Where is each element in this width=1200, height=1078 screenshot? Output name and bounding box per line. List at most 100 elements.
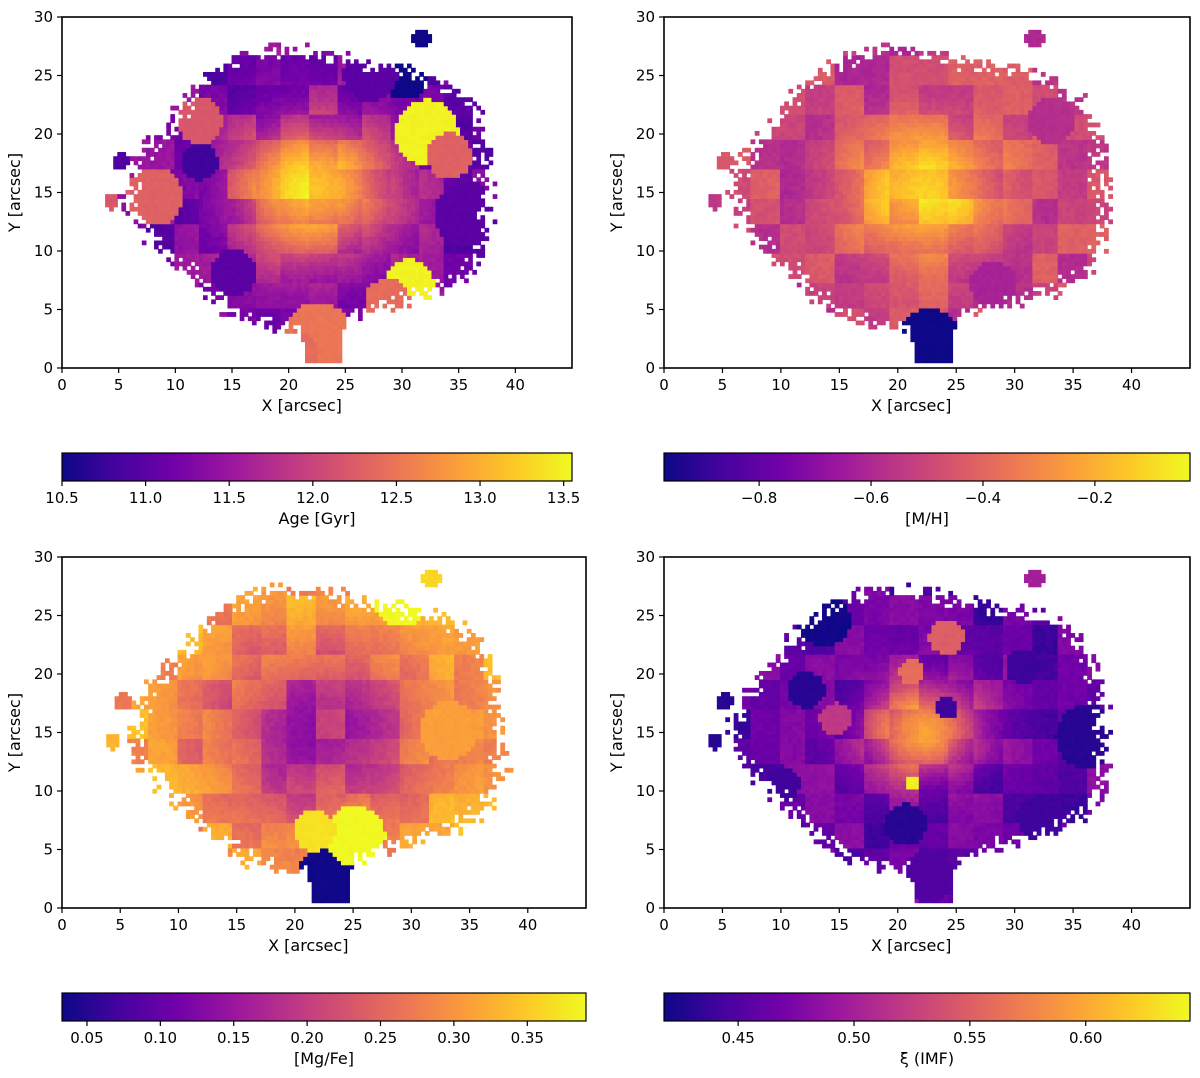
y-tick-label: 15	[34, 724, 53, 742]
x-tick-label: 25	[336, 376, 355, 394]
panel-age: 0 5 10 15 20 25 30 35 40 0 5 10 15 20 25 30 X [arcsec] Y …	[5, 8, 580, 528]
x-tick-label: 10	[166, 376, 185, 394]
x-tick-label: 15	[227, 916, 246, 934]
y-tick-label: 25	[636, 67, 655, 85]
x-axis-label: X [arcsec]	[268, 936, 348, 955]
y-tick-label: 10	[34, 782, 53, 800]
colorbar-tick-label: 11.5	[213, 489, 246, 507]
x-tick-label: 10	[169, 916, 188, 934]
x-tick-label: 10	[771, 376, 790, 394]
y-tick-label: 30	[34, 8, 53, 26]
x-tick-label: 25	[344, 916, 363, 934]
colorbar-mgfe	[61, 992, 587, 1022]
y-tick-label: 30	[636, 548, 655, 566]
colorbar-tick-label: 13.5	[547, 489, 580, 507]
colorbar-metallicity	[663, 452, 1191, 482]
map-age	[105, 29, 498, 364]
x-tick-label: 25	[947, 916, 966, 934]
colorbar-tick-label: 13.0	[463, 489, 496, 507]
colorbar-tick-label: 11.0	[129, 489, 162, 507]
y-tick-label: 25	[636, 607, 655, 625]
x-tick-label: 20	[285, 916, 304, 934]
x-tick-label: 35	[460, 916, 479, 934]
colorbar-tick-label: 0.45	[721, 1029, 754, 1047]
y-tick-label: 5	[43, 301, 53, 319]
colorbar-tick-label: 0.20	[290, 1029, 323, 1047]
x-tick-label: 30	[1005, 376, 1024, 394]
colorbar-label: Age [Gyr]	[279, 509, 356, 528]
y-tick-label: 25	[34, 607, 53, 625]
y-tick-label: 30	[34, 548, 53, 566]
x-axis-label: X [arcsec]	[871, 396, 951, 415]
y-tick-label: 15	[34, 184, 53, 202]
x-tick-label: 30	[392, 376, 411, 394]
colorbar-tick-label: −0.6	[853, 489, 889, 507]
x-axis-label: X [arcsec]	[262, 396, 342, 415]
x-tick-label: 40	[506, 376, 525, 394]
x-tick-label: 0	[659, 916, 669, 934]
map-mgfe	[106, 569, 514, 904]
colorbar-tick-label: 0.35	[511, 1029, 544, 1047]
x-tick-label: 0	[57, 916, 67, 934]
y-tick-label: 10	[636, 242, 655, 260]
map-imf	[708, 569, 1113, 904]
y-tick-label: 5	[645, 841, 655, 859]
x-tick-label: 35	[1064, 916, 1083, 934]
colorbar-tick-label: −0.4	[965, 489, 1001, 507]
y-tick-label: 0	[43, 359, 53, 377]
y-tick-label: 15	[636, 724, 655, 742]
colorbar-tick-label: 12.5	[380, 489, 413, 507]
x-tick-label: 10	[771, 916, 790, 934]
x-tick-label: 15	[830, 376, 849, 394]
colorbar-tick-label: 10.5	[45, 489, 78, 507]
x-tick-label: 15	[222, 376, 241, 394]
colorbar-tick-label: 0.10	[144, 1029, 177, 1047]
colorbar-tick-label: 0.15	[217, 1029, 250, 1047]
colorbar-tick-label: 0.50	[837, 1029, 870, 1047]
colorbar-label: [M/H]	[905, 509, 949, 528]
y-tick-label: 5	[43, 841, 53, 859]
panel-imf: 0 5 10 15 20 25 30 35 40 0 5 10 15 20 25 30 X [arcsec] Y …	[607, 548, 1191, 1068]
x-tick-label: 5	[718, 376, 728, 394]
colorbar-tick-label: −0.2	[1077, 489, 1113, 507]
x-tick-label: 30	[402, 916, 421, 934]
colorbar-tick-label: −0.8	[741, 489, 777, 507]
x-tick-label: 25	[947, 376, 966, 394]
x-tick-label: 5	[718, 916, 728, 934]
colorbar-tick-label: 0.30	[437, 1029, 470, 1047]
y-tick-label: 20	[34, 125, 53, 143]
colorbar-imf	[663, 992, 1191, 1022]
x-tick-label: 5	[115, 916, 125, 934]
map-metallicity	[708, 29, 1113, 364]
x-tick-label: 20	[888, 376, 907, 394]
y-tick-label: 0	[645, 899, 655, 917]
colorbar-tick-label: 0.60	[1069, 1029, 1102, 1047]
x-tick-label: 40	[1122, 916, 1141, 934]
colorbar-label: ξ (IMF)	[900, 1049, 954, 1068]
x-axis-label: X [arcsec]	[871, 936, 951, 955]
x-tick-label: 0	[57, 376, 67, 394]
x-tick-label: 40	[518, 916, 537, 934]
colorbar-tick-label: 0.55	[953, 1029, 986, 1047]
x-tick-label: 0	[659, 376, 669, 394]
x-tick-label: 35	[1064, 376, 1083, 394]
y-tick-label: 20	[636, 665, 655, 683]
colorbar-label: [Mg/Fe]	[294, 1049, 354, 1068]
panel-metallicity: 0 5 10 15 20 25 30 35 40 0 5 10 15 20 25 30 X [arcsec] Y …	[607, 8, 1191, 528]
y-axis-label: Y [arcsec]	[5, 693, 24, 773]
y-tick-label: 30	[636, 8, 655, 26]
y-tick-label: 15	[636, 184, 655, 202]
y-axis-label: Y [arcsec]	[607, 693, 626, 773]
y-axis-label: Y [arcsec]	[5, 153, 24, 233]
y-axis-label: Y [arcsec]	[607, 153, 626, 233]
panel-mgfe: 0 5 10 15 20 25 30 35 40 0 5 10 15 20 25 30 X [arcsec] Y …	[5, 548, 587, 1068]
x-tick-label: 15	[830, 916, 849, 934]
y-tick-label: 0	[645, 359, 655, 377]
x-tick-label: 40	[1122, 376, 1141, 394]
y-tick-label: 10	[34, 242, 53, 260]
x-tick-label: 20	[888, 916, 907, 934]
x-tick-label: 5	[114, 376, 124, 394]
y-tick-label: 10	[636, 782, 655, 800]
x-tick-label: 30	[1005, 916, 1024, 934]
